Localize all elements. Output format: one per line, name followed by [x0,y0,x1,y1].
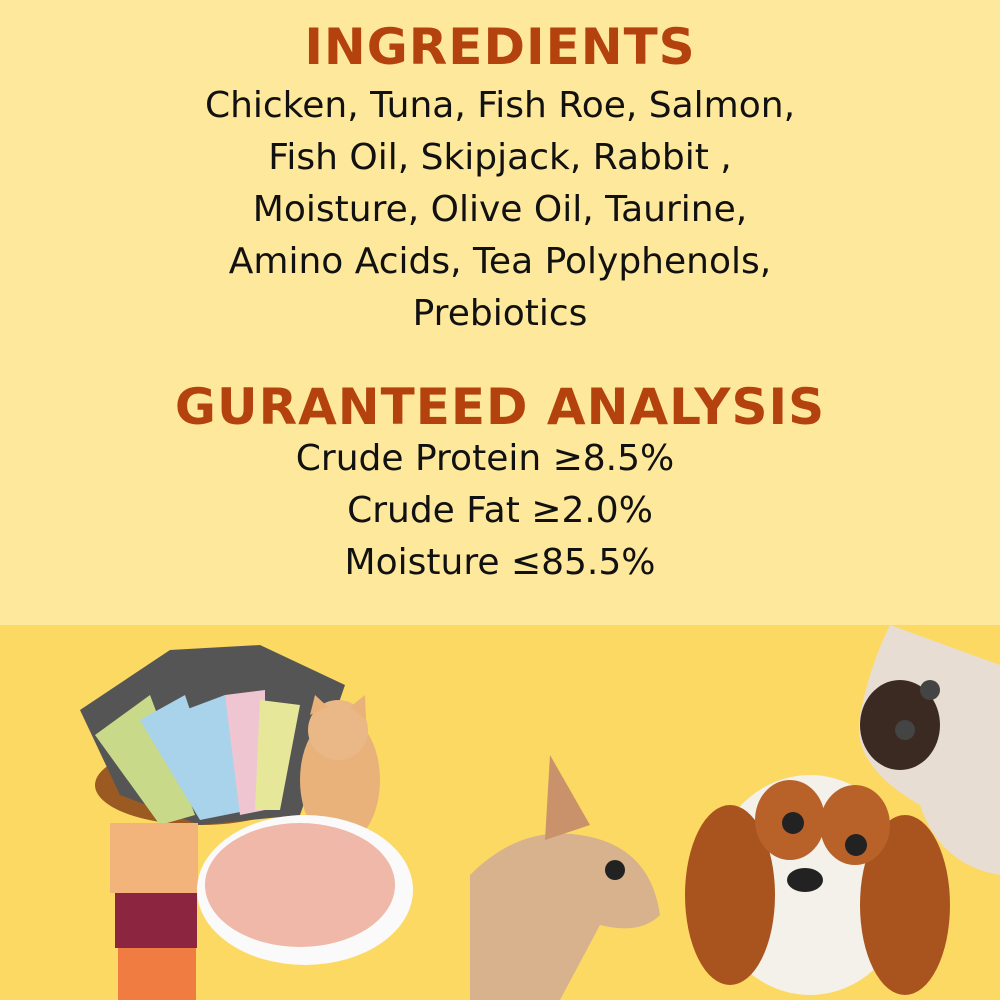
analysis-fat: Crude Fat ≥2.0% [347,490,653,531]
chicken-cube-image [110,823,198,893]
ingredients-heading: INGREDIENTS [304,18,696,76]
chihuahua-image [470,755,660,1000]
ingredients-line: Amino Acids, Tea Polyphenols, [228,241,772,282]
ingredients-line: Prebiotics [412,293,588,334]
spaniel-image [685,775,950,995]
analysis-protein: Crude Protein ≥8.5% [295,438,675,479]
siamese-cat-image [858,625,1000,875]
ingredients-line: Chicken, Tuna, Fish Roe, Salmon, [204,85,796,126]
analysis-moisture: Moisture ≤85.5% [344,542,656,583]
analysis-heading: GURANTEED ANALYSIS [174,378,826,436]
treat-sticks-image [80,645,345,825]
ingredients-line: Fish Oil, Skipjack, Rabbit , [268,137,732,178]
ingredients-line: Moisture, Olive Oil, Taurine, [252,189,748,230]
kitten-image [300,695,380,845]
product-photo-area [0,625,1000,1000]
analysis-list: Crude Protein ≥8.5% Crude Fat ≥2.0% Mois… [0,433,1000,589]
product-illustration [80,625,1000,1000]
info-panel: INGREDIENTS Chicken, Tuna, Fish Roe, Sal… [0,0,1000,625]
ingredients-list: Chicken, Tuna, Fish Roe, Salmon, Fish Oi… [0,80,1000,340]
salmon-cube-image [118,948,196,1000]
tuna-cube-image [115,893,197,948]
